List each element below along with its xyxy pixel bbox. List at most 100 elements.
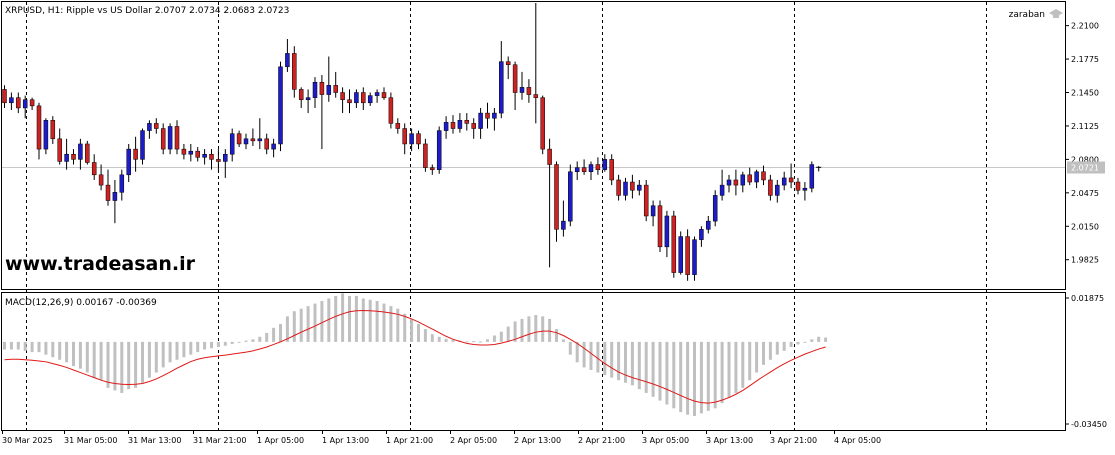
candle [402,123,407,155]
macd-histogram-bar [693,341,696,416]
candle [499,41,504,119]
macd-histogram-bar [486,339,489,342]
macd-histogram-bar [189,341,193,355]
price-pane-frame [1,1,1066,290]
macd-histogram-bar [665,341,669,405]
macd-histogram-bar [279,324,282,342]
macd-histogram-bar [354,295,358,342]
macd-histogram-bar [506,326,510,342]
candle [229,128,235,162]
time-tick-label: 1 Apr 13:00 [322,436,369,445]
candle [712,190,718,227]
time-tick-label: 3 Apr 21:00 [770,436,817,445]
macd-histogram-bar [492,335,496,342]
time-axis[interactable]: 30 Mar 2025 31 Mar 05:00 31 Mar 13:00 31 Ma… [2,431,881,445]
candle [409,128,414,152]
candle [181,143,187,160]
macd-histogram-bar [182,341,186,358]
macd-histogram-bar [175,341,179,360]
macd-histogram-bar [430,334,434,342]
candle [561,200,566,237]
macd-histogram-bar [755,341,759,373]
macd-histogram-bar [258,336,262,342]
candle [347,89,352,114]
candle [98,164,104,191]
candle [692,236,697,281]
candle [650,200,656,227]
macd-histogram-bar [782,341,786,351]
candle [471,118,476,139]
candle [29,97,35,111]
current-price-tag [1067,161,1105,174]
candle [381,87,387,100]
candle [602,154,608,172]
macd-histogram-bar [534,315,538,342]
macd-histogram-bar [141,341,144,383]
candle [2,85,7,108]
macd-histogram-bar [603,341,607,376]
candle [367,92,373,106]
candle [188,143,194,162]
candle [795,177,801,195]
candle [43,118,49,155]
macd-histogram-bar [223,341,227,346]
macd-histogram-bar [624,341,627,383]
macd-histogram-bar [147,341,151,378]
candle [271,138,276,158]
macd-histogram-bar [403,313,407,342]
period-separators [26,2,987,430]
macd-histogram-bar [713,341,717,409]
macd-histogram-bar [479,341,483,343]
candle [140,128,145,165]
macd-histogram-bar [644,341,648,393]
macd-histogram-bar [520,318,524,342]
candle [533,3,539,124]
candle [423,138,428,172]
macd-histogram-bar [99,341,103,381]
macd-histogram-bar [65,341,69,363]
price-tick-label: 2.0475 [1071,189,1099,198]
candle [243,133,249,150]
candle [16,92,21,114]
macd-histogram-bar [617,341,621,381]
macd-histogram-bar [265,332,269,342]
candle [574,161,580,180]
macd-histogram-bar [244,340,248,342]
candle [719,169,725,201]
macd-histogram-bar [575,341,579,363]
macd-histogram-bar [389,306,393,342]
macd-histogram-bar [313,303,317,342]
candle [195,147,200,162]
macd-histogram-bar [734,341,738,393]
macd-histogram-bar [341,293,345,342]
macd-histogram-bar [9,341,13,350]
candle [754,169,759,189]
candle [278,61,283,152]
macd-histogram-bar [423,329,427,342]
candle [257,118,263,150]
candle [160,123,166,155]
price-tick-label: 1.9825 [1071,256,1099,265]
macd-histogram-bar [44,341,48,355]
candle [71,149,76,165]
candle [588,161,594,180]
candle [457,113,463,133]
macd-histogram-bar [630,341,634,386]
macd-histogram-bar [154,341,158,373]
macd-histogram-bar [161,341,165,368]
macd-series [3,293,828,416]
price-axis[interactable]: 2.2100 2.1775 2.1450 2.1125 2.0800 2.0475 2.01… [1065,22,1107,429]
candle [554,161,559,242]
macd-histogram-bar [16,341,20,350]
macd-histogram-bar [499,331,503,342]
macd-histogram-bar [472,341,476,343]
macd-histogram-bar [658,341,662,401]
price-tick-label: 2.1450 [1071,89,1099,98]
macd-histogram-bar [699,341,703,414]
macd-histogram-bar [568,341,572,355]
candle [450,115,456,134]
macd-histogram-bar [451,339,455,342]
candle [126,143,131,183]
